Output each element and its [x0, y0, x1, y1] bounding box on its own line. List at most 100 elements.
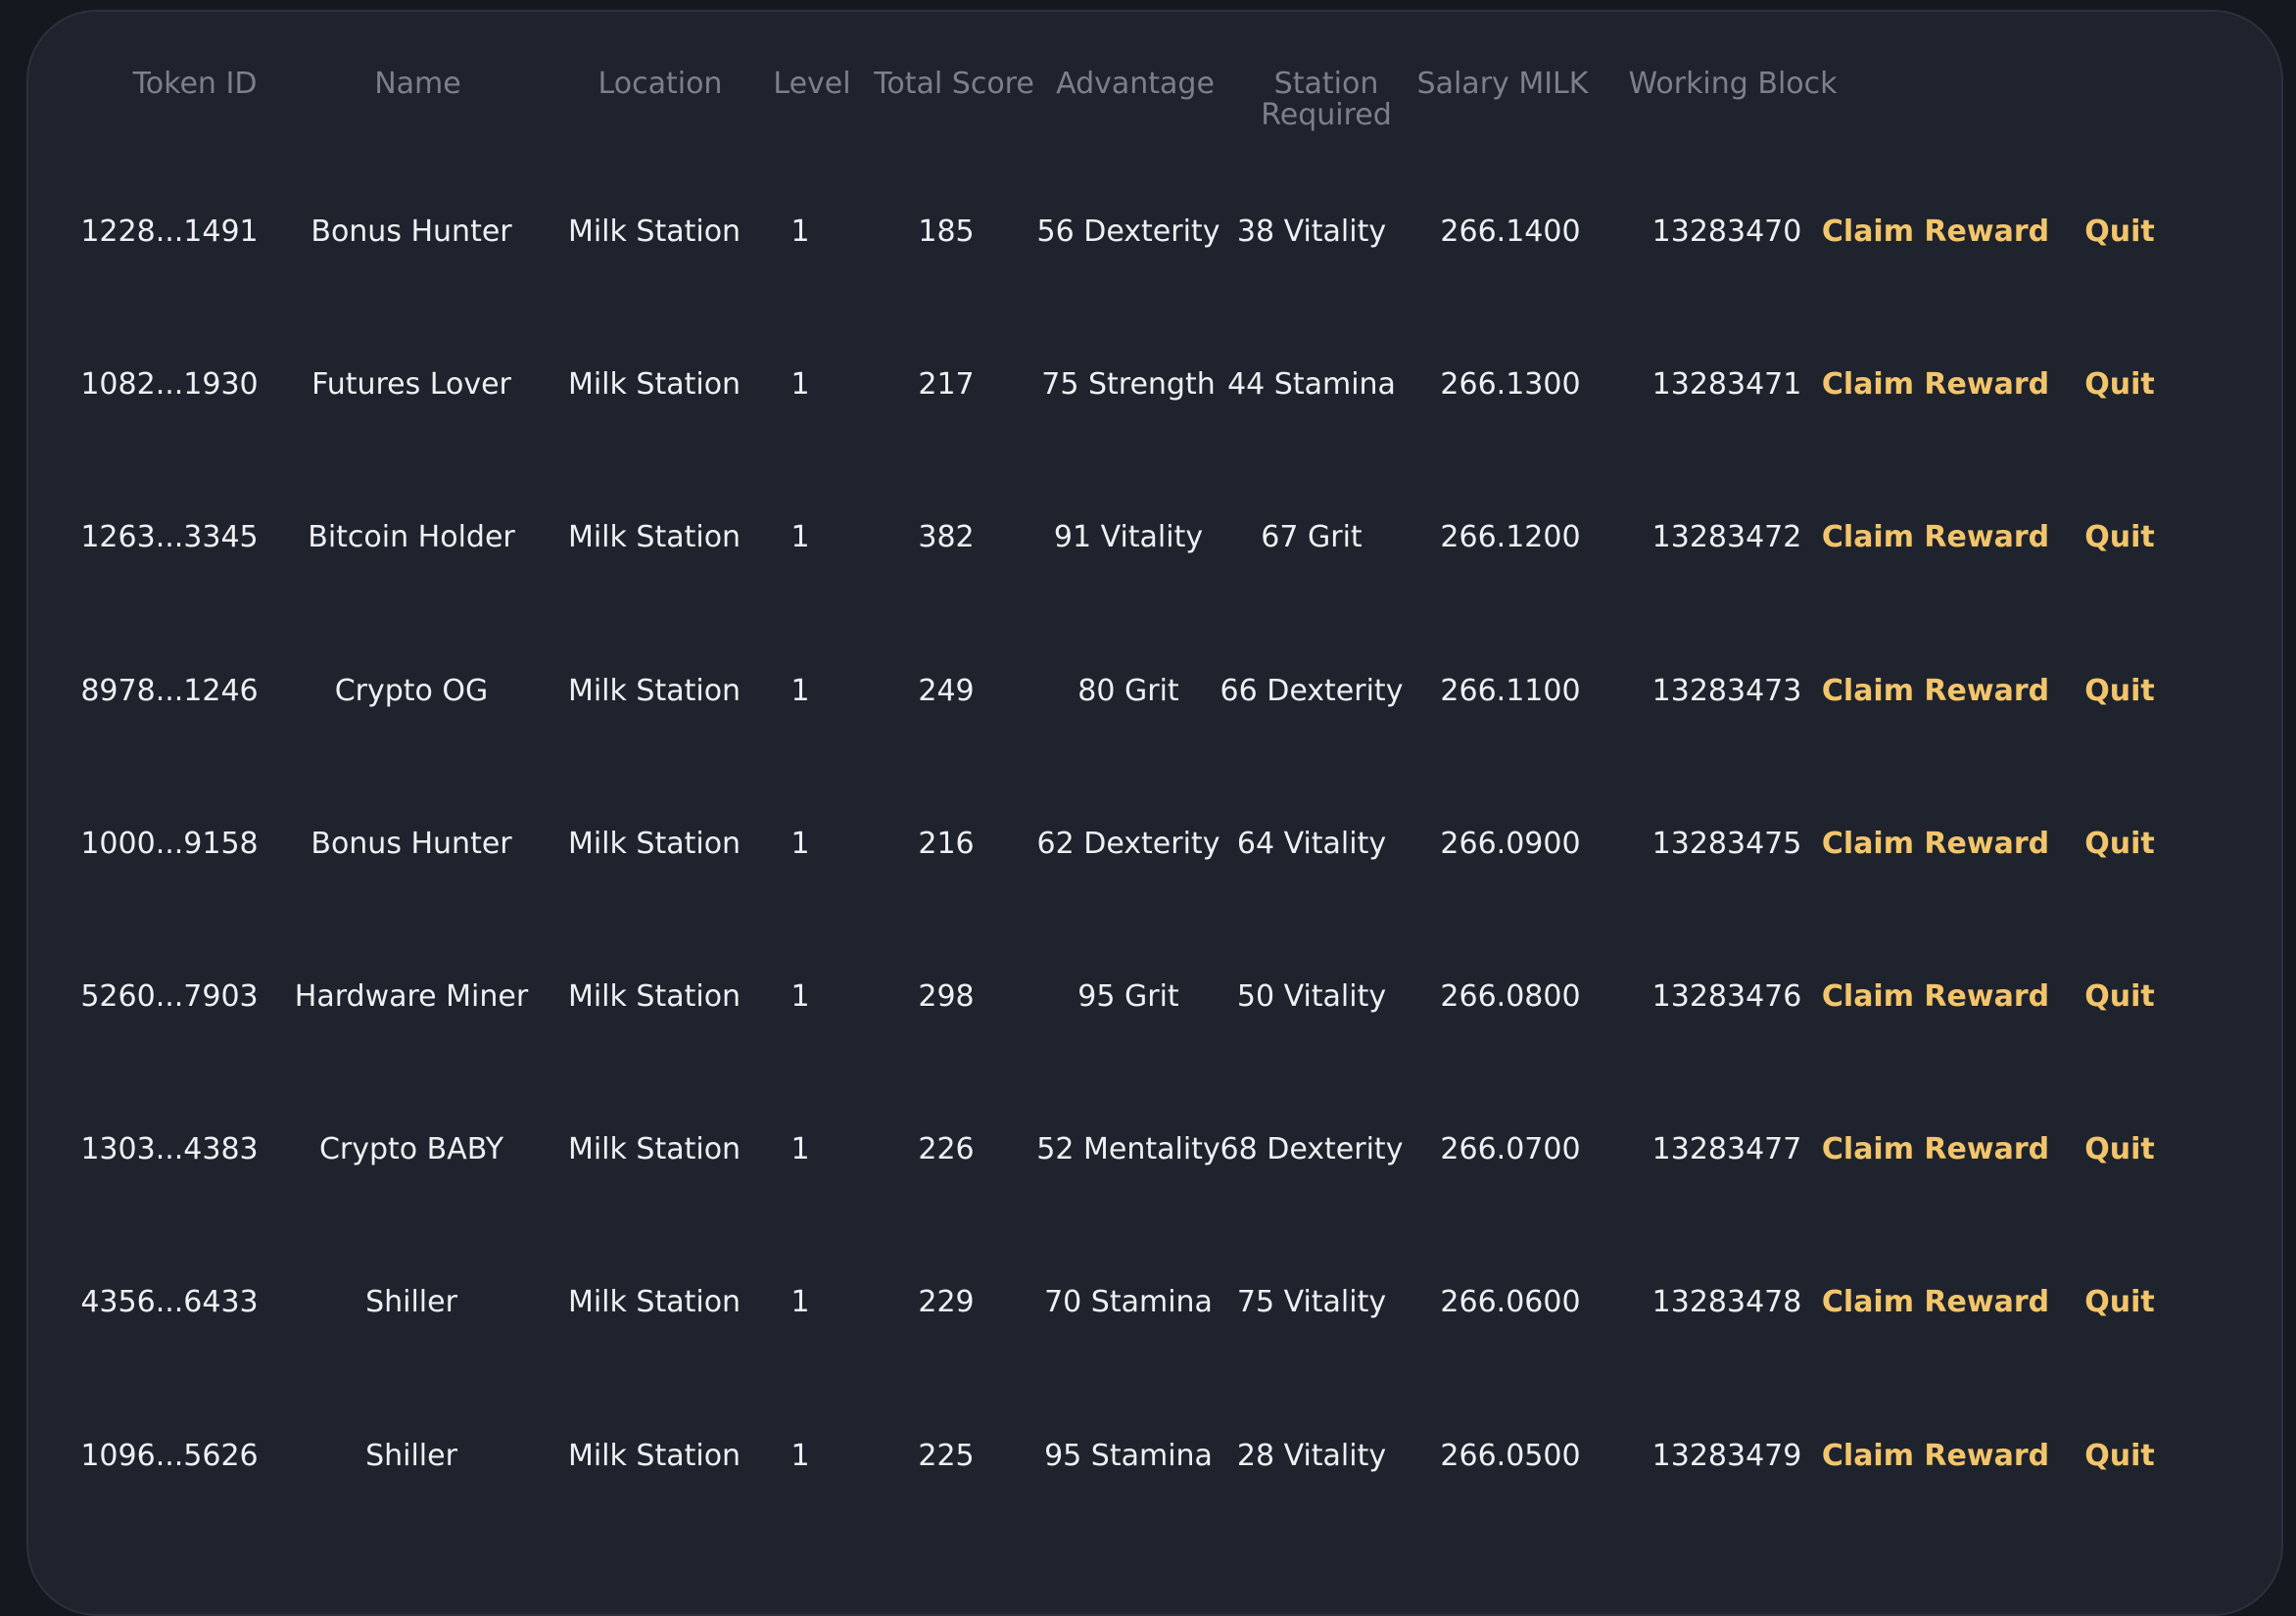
claim-reward-button[interactable]: Claim Reward	[1821, 979, 2050, 1014]
name-cell: Bonus Hunter	[311, 214, 512, 249]
quit-button[interactable]: Quit	[2084, 1132, 2155, 1167]
advantage-cell: 70 Stamina	[1044, 1285, 1213, 1320]
table-row: 4356...6433 Shiller Milk Station 1 229 70 Sta…	[28, 1273, 2281, 1332]
name-cell: Bitcoin Holder	[308, 520, 515, 555]
salary-milk-cell: 266.0600	[1440, 1285, 1581, 1320]
salary-milk-cell: 266.1400	[1440, 214, 1581, 249]
total-score-cell: 185	[918, 214, 975, 249]
token-id-cell: 1228...1491	[80, 214, 259, 249]
table-row: 1082...1930 Futures Lover Milk Station 1 217…	[28, 356, 2281, 414]
table-row: 1263...3345 Bitcoin Holder Milk Station 1 38…	[28, 508, 2281, 567]
location-cell: Milk Station	[567, 979, 741, 1014]
location-cell: Milk Station	[567, 520, 741, 555]
table-row: 1228...1491 Bonus Hunter Milk Station 1 185 5…	[28, 203, 2281, 261]
total-score-cell: 226	[918, 1132, 975, 1167]
salary-milk-cell: 266.0800	[1440, 979, 1581, 1014]
salary-milk-cell: 266.1200	[1440, 520, 1581, 555]
advantage-cell: 56 Dexterity	[1036, 214, 1220, 249]
name-cell: Bonus Hunter	[311, 826, 512, 861]
location-cell: Milk Station	[567, 1438, 741, 1473]
working-block-cell: 13283472	[1651, 520, 1802, 555]
advantage-cell: 95 Grit	[1077, 979, 1179, 1014]
claim-reward-button[interactable]: Claim Reward	[1821, 520, 2050, 555]
station-required-cell: 38 Vitality	[1236, 214, 1387, 249]
header-token-id: Token ID	[132, 67, 258, 101]
advantage-cell: 75 Strength	[1041, 367, 1216, 403]
claim-reward-button[interactable]: Claim Reward	[1821, 826, 2050, 861]
level-cell: 1	[790, 673, 810, 708]
claim-reward-button[interactable]: Claim Reward	[1821, 1438, 2050, 1473]
claim-reward-button[interactable]: Claim Reward	[1821, 1285, 2050, 1320]
station-required-cell: 28 Vitality	[1236, 1438, 1387, 1473]
total-score-cell: 225	[918, 1438, 975, 1473]
token-id-cell: 1263...3345	[80, 520, 259, 555]
quit-button[interactable]: Quit	[2084, 979, 2155, 1014]
working-block-cell: 13283473	[1651, 673, 1802, 708]
total-score-cell: 298	[918, 979, 975, 1014]
working-block-cell: 13283477	[1651, 1132, 1802, 1167]
level-cell: 1	[790, 1285, 810, 1320]
level-cell: 1	[790, 214, 810, 249]
location-cell: Milk Station	[567, 826, 741, 861]
total-score-cell: 216	[918, 826, 975, 861]
table-row: 1000...9158 Bonus Hunter Milk Station 1 216 6…	[28, 815, 2281, 874]
claim-reward-button[interactable]: Claim Reward	[1821, 673, 2050, 708]
token-id-cell: 1082...1930	[80, 367, 259, 403]
working-block-cell: 13283475	[1651, 826, 1802, 861]
table-row: 5260...7903 Hardware Miner Milk Station 1 29…	[28, 968, 2281, 1026]
working-block-cell: 13283470	[1651, 214, 1802, 249]
location-cell: Milk Station	[567, 1285, 741, 1320]
token-id-cell: 8978...1246	[80, 673, 259, 708]
staking-table-panel: Token ID Name Location Level Total Score…	[26, 10, 2283, 1616]
advantage-cell: 80 Grit	[1077, 673, 1179, 708]
total-score-cell: 229	[918, 1285, 975, 1320]
working-block-cell: 13283471	[1651, 367, 1802, 403]
advantage-cell: 91 Vitality	[1053, 520, 1204, 555]
total-score-cell: 217	[918, 367, 975, 403]
header-location: Location	[598, 67, 723, 101]
level-cell: 1	[790, 979, 810, 1014]
location-cell: Milk Station	[567, 367, 741, 403]
header-working-block: Working Block	[1628, 67, 1838, 101]
salary-milk-cell: 266.1100	[1440, 673, 1581, 708]
header-name: Name	[374, 67, 461, 101]
working-block-cell: 13283479	[1651, 1438, 1802, 1473]
salary-milk-cell: 266.1300	[1440, 367, 1581, 403]
working-block-cell: 13283478	[1651, 1285, 1802, 1320]
quit-button[interactable]: Quit	[2084, 826, 2155, 861]
claim-reward-button[interactable]: Claim Reward	[1821, 1132, 2050, 1167]
quit-button[interactable]: Quit	[2084, 367, 2155, 403]
quit-button[interactable]: Quit	[2084, 214, 2155, 249]
level-cell: 1	[790, 1132, 810, 1167]
token-id-cell: 1000...9158	[80, 826, 259, 861]
location-cell: Milk Station	[567, 673, 741, 708]
header-level: Level	[773, 67, 851, 101]
quit-button[interactable]: Quit	[2084, 1438, 2155, 1473]
advantage-cell: 95 Stamina	[1044, 1438, 1213, 1473]
advantage-cell: 52 Mentality	[1036, 1132, 1220, 1167]
name-cell: Shiller	[365, 1438, 457, 1473]
header-salary-milk: Salary MILK	[1416, 67, 1589, 101]
table-row: 8978...1246 Crypto OG Milk Station 1 249 80 G…	[28, 662, 2281, 721]
station-required-cell: 64 Vitality	[1236, 826, 1387, 861]
table-row: 1303...4383 Crypto BABY Milk Station 1 226 52…	[28, 1120, 2281, 1179]
quit-button[interactable]: Quit	[2084, 1285, 2155, 1320]
quit-button[interactable]: Quit	[2084, 673, 2155, 708]
station-required-cell: 67 Grit	[1261, 520, 1363, 555]
salary-milk-cell: 266.0900	[1440, 826, 1581, 861]
name-cell: Crypto BABY	[318, 1132, 504, 1167]
header-station-required: Station Required	[1261, 67, 1392, 132]
station-required-cell: 44 Stamina	[1227, 367, 1396, 403]
level-cell: 1	[790, 1438, 810, 1473]
name-cell: Futures Lover	[311, 367, 511, 403]
total-score-cell: 249	[918, 673, 975, 708]
name-cell: Hardware Miner	[294, 979, 529, 1014]
station-required-cell: 75 Vitality	[1236, 1285, 1387, 1320]
quit-button[interactable]: Quit	[2084, 520, 2155, 555]
token-id-cell: 4356...6433	[80, 1285, 259, 1320]
claim-reward-button[interactable]: Claim Reward	[1821, 214, 2050, 249]
token-id-cell: 1303...4383	[80, 1132, 259, 1167]
claim-reward-button[interactable]: Claim Reward	[1821, 367, 2050, 403]
advantage-cell: 62 Dexterity	[1036, 826, 1220, 861]
token-id-cell: 5260...7903	[80, 979, 259, 1014]
